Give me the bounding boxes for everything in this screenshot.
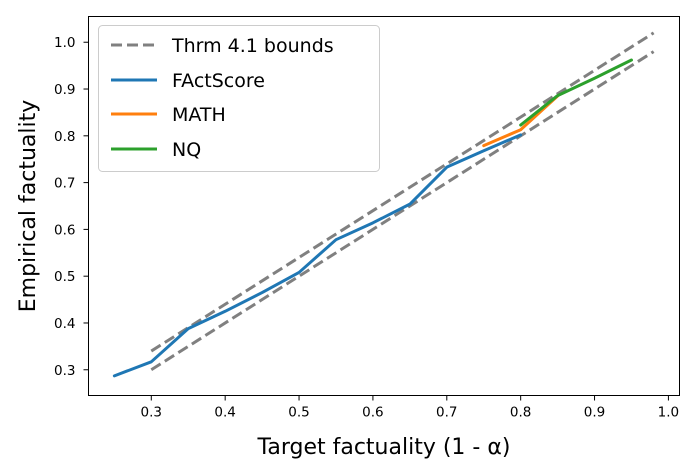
- legend-label-bounds: Thrm 4.1 bounds: [171, 35, 334, 57]
- y-axis-title: Empirical factuality: [16, 100, 41, 313]
- legend-label-math: MATH: [172, 104, 226, 126]
- series-3-line-0: [519, 58, 633, 127]
- y-tick-label-0: 0.3: [54, 363, 75, 379]
- series-1-line-0: [112, 133, 523, 378]
- legend-box: [98, 25, 380, 172]
- y-tick-label-7: 1.0: [54, 35, 75, 51]
- ticks-layer: 0.3 0.4 0.5 0.6 0.7 0.8 0.9 1.0 0.3 0.4 0.5 0.6 0.7 0…: [54, 35, 679, 420]
- x-tick-label-3: 0.6: [362, 405, 383, 421]
- legend: Thrm 4.1 bounds FActScore MATH NQ: [98, 25, 380, 172]
- x-tick-label-0: 0.3: [141, 405, 162, 421]
- y-tick-label-2: 0.5: [54, 269, 75, 285]
- y-tick-label-6: 0.9: [54, 82, 75, 98]
- x-axis-title: Target factuality (1 - α): [257, 435, 511, 460]
- legend-label-nq: NQ: [172, 139, 201, 161]
- x-tick-label-5: 0.8: [510, 405, 531, 421]
- series-0-line-0: [150, 31, 655, 353]
- y-tick-label-3: 0.6: [54, 222, 75, 238]
- lines-layer: [112, 31, 655, 378]
- x-tick-label-6: 0.9: [584, 405, 605, 421]
- x-tick-label-2: 0.5: [288, 405, 309, 421]
- y-tick-label-5: 0.8: [54, 129, 75, 145]
- x-tick-label-1: 0.4: [214, 405, 235, 421]
- plot-frame: [88, 16, 680, 396]
- y-tick-label-4: 0.7: [54, 176, 75, 192]
- series-0-line-1: [150, 50, 655, 372]
- x-tick-label-4: 0.7: [436, 405, 457, 421]
- legend-label-factscore: FActScore: [172, 70, 265, 92]
- y-tick-label-1: 0.4: [54, 316, 75, 332]
- x-tick-label-7: 1.0: [658, 405, 679, 421]
